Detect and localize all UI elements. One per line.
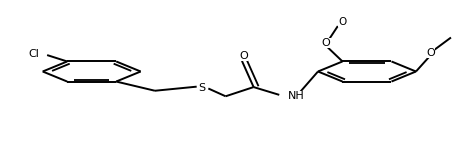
Text: S: S bbox=[199, 83, 206, 93]
Text: O: O bbox=[426, 48, 435, 58]
Text: Cl: Cl bbox=[29, 49, 39, 59]
Text: NH: NH bbox=[288, 91, 304, 101]
Text: O: O bbox=[240, 51, 248, 61]
Text: O: O bbox=[338, 17, 347, 27]
Text: O: O bbox=[322, 38, 330, 48]
